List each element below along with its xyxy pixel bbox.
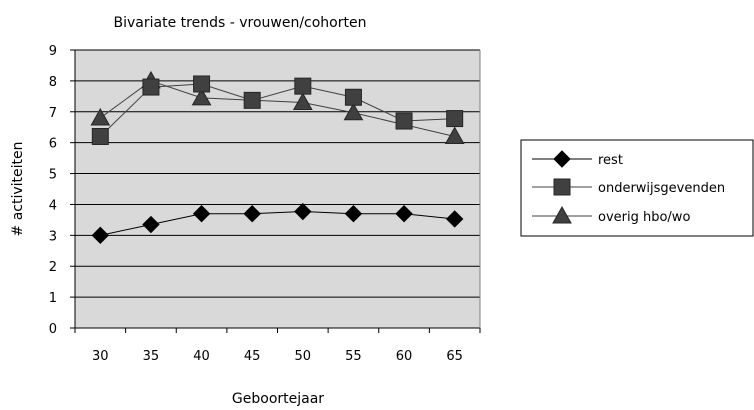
- legend-label: rest: [598, 153, 623, 168]
- data-point-diamond: [192, 205, 211, 223]
- data-point-diamond: [142, 215, 160, 234]
- legend-marker-square: [553, 178, 571, 196]
- data-point-diamond: [91, 226, 110, 245]
- chart-title: Bivariate trends - vrouwen/cohorten: [114, 15, 367, 31]
- x-tick-label: 50: [295, 349, 312, 364]
- series-rest: [91, 202, 464, 245]
- x-tick-label: 40: [193, 349, 210, 364]
- data-point-square: [294, 77, 312, 95]
- data-point-diamond: [445, 210, 464, 228]
- data-point-triangle: [444, 126, 465, 144]
- data-point-diamond: [344, 205, 363, 223]
- series-onderwijsgevenden: [91, 75, 464, 145]
- y-tick-label: 7: [49, 106, 57, 121]
- data-point-triangle: [343, 102, 364, 121]
- data-point-triangle: [90, 107, 111, 126]
- data-point-square: [344, 88, 362, 106]
- x-tick-label: 45: [244, 349, 261, 364]
- x-tick-label: 30: [92, 349, 109, 364]
- y-axis-label: # activiteiten: [10, 142, 26, 237]
- y-tick-label: 9: [49, 44, 57, 59]
- legend: rest onderwijsgevenden overig hbo/wo: [520, 139, 754, 237]
- y-tick-label: 4: [49, 198, 57, 213]
- data-point-square: [142, 78, 160, 96]
- data-point-diamond: [294, 202, 312, 221]
- y-tick-label: 6: [49, 137, 57, 152]
- y-tick-label: 5: [49, 168, 57, 183]
- x-tick-labels: 30 35 40 45 50 55 60 65: [92, 349, 463, 364]
- x-tick-label: 55: [345, 349, 362, 364]
- data-point-diamond: [243, 205, 261, 223]
- data-point-diamond: [395, 205, 413, 223]
- x-tick-label: 65: [446, 349, 463, 364]
- y-tick-label: 2: [49, 260, 57, 275]
- data-point-square: [193, 75, 211, 93]
- legend-label: onderwijsgevenden: [598, 181, 725, 196]
- legend-marker-diamond: [553, 150, 571, 168]
- y-tick-label: 8: [49, 75, 57, 90]
- data-point-triangle: [292, 92, 313, 111]
- x-tick-label: 60: [396, 349, 413, 364]
- data-point-square: [91, 127, 109, 145]
- data-point-square: [446, 110, 464, 128]
- plot-area: [75, 50, 480, 328]
- legend-label: overig hbo/wo: [598, 210, 690, 225]
- legend-marker-triangle: [552, 205, 572, 224]
- axes: [70, 49, 481, 333]
- series-layer: [90, 70, 465, 245]
- y-tick-label: 3: [49, 229, 57, 244]
- x-axis-label: Geboortejaar: [232, 391, 324, 407]
- y-tick-label: 1: [49, 291, 57, 306]
- x-tick-label: 35: [143, 349, 160, 364]
- y-tick-labels: 0 1 2 3 4 5 6 7 8 9: [49, 44, 57, 337]
- data-point-square: [395, 112, 413, 130]
- data-point-square: [243, 91, 261, 109]
- y-tick-label: 0: [49, 322, 57, 337]
- data-point-triangle: [191, 87, 212, 106]
